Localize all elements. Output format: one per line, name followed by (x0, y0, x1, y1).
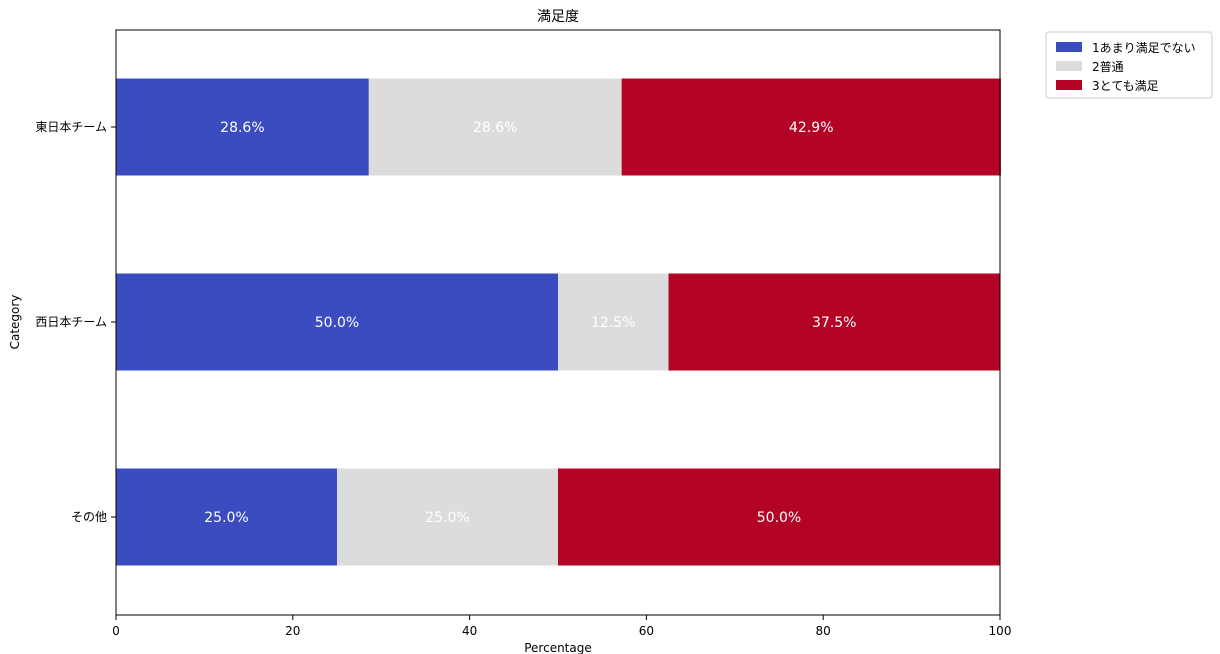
y-axis-title: Category (8, 295, 22, 350)
bar-segment-3-series-3 (558, 468, 1000, 566)
x-tick-label-1: 20 (285, 624, 300, 638)
x-axis-title: Percentage (524, 641, 592, 654)
legend-label-2: 2普通 (1092, 60, 1124, 74)
bar-segment-3-series-1 (116, 468, 337, 566)
data-label-3-series-2: 25.0% (425, 510, 469, 526)
legend-swatch-2 (1056, 61, 1082, 71)
data-label-2-series-2: 12.5% (591, 315, 635, 331)
data-labels-group: 28.6% 28.6% 42.9% 50.0% 12.5% 37.5% 25.0% 25.0%… (204, 120, 856, 526)
y-tick-label-2: その他 (71, 510, 107, 524)
legend-label-3: 3とても満足 (1092, 79, 1159, 93)
x-axis-ticks: 0 20 40 60 80 100 (112, 615, 1011, 638)
bar-segment-3-series-2 (337, 468, 558, 566)
x-tick-label-0: 0 (112, 624, 120, 638)
data-label-2-series-1: 50.0% (315, 315, 359, 331)
data-label-1-series-3: 42.9% (789, 120, 833, 136)
legend-swatch-1 (1056, 42, 1082, 52)
legend-frame (1045, 31, 1213, 99)
bars-group (116, 78, 1001, 566)
bar-segment-2-series-1 (116, 273, 558, 371)
bar-segment-1-series-3 (621, 78, 1001, 176)
bar-segment-1-series-2 (368, 78, 622, 176)
bar-segment-2-series-2 (558, 273, 669, 371)
x-tick-label-4: 80 (816, 624, 831, 638)
x-tick-label-5: 100 (989, 624, 1012, 638)
legend: 1あまり満足でない 2普通 3とても満足 (1045, 31, 1213, 99)
data-label-1-series-2: 28.6% (473, 120, 517, 136)
y-tick-label-0: 東日本チーム (35, 120, 107, 134)
legend-swatch-3 (1056, 80, 1082, 90)
bar-segment-2-series-3 (668, 273, 1000, 371)
x-tick-label-2: 40 (462, 624, 477, 638)
legend-label-1: 1あまり満足でない (1092, 41, 1196, 55)
data-label-2-series-3: 37.5% (812, 315, 856, 331)
chart-title: 満足度 (537, 9, 579, 25)
y-tick-label-1: 西日本チーム (35, 315, 107, 329)
data-label-3-series-3: 50.0% (757, 510, 801, 526)
bar-segment-1-series-1 (116, 78, 369, 176)
data-label-1-series-1: 28.6% (220, 120, 264, 136)
data-label-3-series-1: 25.0% (204, 510, 248, 526)
x-tick-label-3: 60 (639, 624, 654, 638)
